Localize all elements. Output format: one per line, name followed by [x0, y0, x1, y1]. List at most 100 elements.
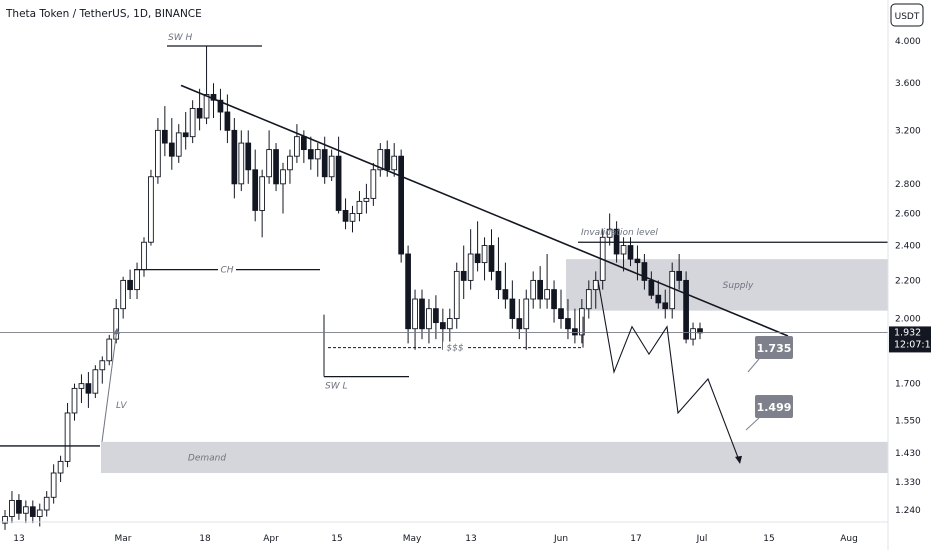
y-tick-label: 2.600 [895, 210, 921, 220]
candle [57, 455, 64, 482]
candle [662, 289, 669, 319]
lv-arrow-head [113, 327, 120, 335]
candle-body-down [613, 228, 620, 255]
target-badge-label: 1.499 [757, 401, 792, 414]
candle [467, 229, 474, 290]
x-tick-label: 17 [630, 534, 641, 544]
candle [23, 500, 29, 524]
liquidity-label-bg [443, 341, 467, 354]
candle-body-down [683, 279, 689, 340]
candle-body-down [565, 318, 571, 330]
x-tick-label: Apr [263, 534, 279, 544]
currency-selector[interactable]: USDT [890, 3, 924, 27]
candle [335, 136, 342, 214]
candle-body-up [57, 460, 64, 474]
candle [2, 510, 8, 530]
candle-body-up [64, 412, 71, 462]
candle-body-up [99, 360, 106, 371]
x-tick-label: Jun [553, 534, 568, 544]
candle [412, 289, 418, 350]
candle-body-down [440, 322, 446, 330]
candle [217, 88, 224, 131]
candle [579, 299, 585, 344]
candle [453, 262, 460, 329]
candle [141, 237, 147, 277]
candle [592, 271, 599, 309]
candle [85, 372, 92, 408]
candle [356, 191, 363, 222]
candle-body-down [697, 328, 703, 334]
candle [155, 118, 161, 184]
candle [551, 280, 557, 323]
candle-body-up [2, 516, 8, 524]
candle [502, 262, 509, 309]
candle [203, 46, 210, 125]
candle [224, 94, 231, 144]
demand-zone [101, 441, 888, 474]
candle [231, 118, 238, 199]
target-callout[interactable]: 1.499 [745, 395, 793, 431]
candle [697, 322, 703, 340]
candle-body-up [259, 176, 266, 211]
lv-arrow-line [101, 328, 118, 442]
last-price-label: 1.932 [894, 327, 921, 338]
candle-body-up [391, 155, 398, 171]
candle-body-down [662, 302, 669, 310]
candle-body-up [203, 94, 210, 119]
candle-body-up [592, 279, 599, 291]
lv-label: LV [116, 401, 127, 411]
liquidity-label: $$$ [446, 344, 463, 354]
candle-body-down [161, 129, 168, 144]
candle-body-up [467, 253, 474, 281]
candle [259, 169, 266, 238]
y-tick-label: 1.550 [895, 417, 921, 427]
candle-body-down [182, 132, 189, 138]
candle [419, 289, 425, 340]
y-tick-label: 2.200 [895, 276, 921, 286]
candle [16, 494, 22, 520]
y-tick-label: 3.600 [895, 79, 921, 89]
countdown-label: 12:07:13 [894, 339, 932, 350]
candle-body-up [412, 298, 418, 330]
candle-body-down [85, 383, 92, 394]
ch-label-bg [218, 263, 236, 276]
candle [294, 124, 300, 163]
target-callout[interactable]: 1.735 [747, 336, 793, 373]
candle-body-up [23, 506, 29, 514]
candle [426, 299, 432, 344]
candle [266, 130, 272, 184]
x-axis[interactable]: 13 Mar 18 Apr 15 May 13 Jun 17 Jul 15 Aug [13, 534, 858, 544]
x-tick-label: Mar [115, 534, 132, 544]
candle [537, 266, 544, 309]
candle-body-up [523, 298, 530, 330]
candle-body-up [377, 149, 384, 171]
candle-body-up [141, 241, 147, 271]
candle-body-up [148, 176, 154, 243]
candle [572, 308, 578, 344]
candle [488, 229, 495, 281]
candle-body-down [572, 328, 578, 336]
candle-body-down [342, 209, 349, 222]
candle [252, 149, 259, 222]
candle [585, 280, 592, 319]
candle [99, 356, 106, 384]
candle [669, 262, 676, 319]
y-tick-label: 1.330 [895, 478, 921, 488]
candle-body-up [356, 200, 363, 214]
candle [676, 253, 683, 290]
candle-body-up [620, 245, 627, 255]
candle-body-up [669, 270, 676, 310]
candle-body-down [321, 149, 328, 178]
candle [683, 271, 689, 344]
candle [280, 162, 286, 214]
swing-high-label: SW H [168, 33, 192, 43]
y-axis[interactable]: 4.000 3.600 3.200 2.800 2.600 2.400 2.200 2.000… [895, 37, 921, 516]
candle [405, 245, 411, 344]
candle [398, 149, 405, 263]
candle-body-down [231, 129, 238, 185]
candle [620, 237, 627, 272]
x-tick-label: 13 [465, 534, 476, 544]
x-tick-label: 15 [331, 534, 342, 544]
candle [120, 276, 127, 319]
